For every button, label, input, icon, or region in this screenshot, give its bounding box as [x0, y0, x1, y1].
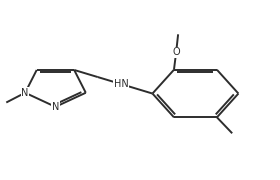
Text: HN: HN: [114, 79, 129, 89]
Text: N: N: [22, 88, 29, 98]
Text: N: N: [52, 102, 59, 112]
Text: O: O: [172, 47, 180, 57]
